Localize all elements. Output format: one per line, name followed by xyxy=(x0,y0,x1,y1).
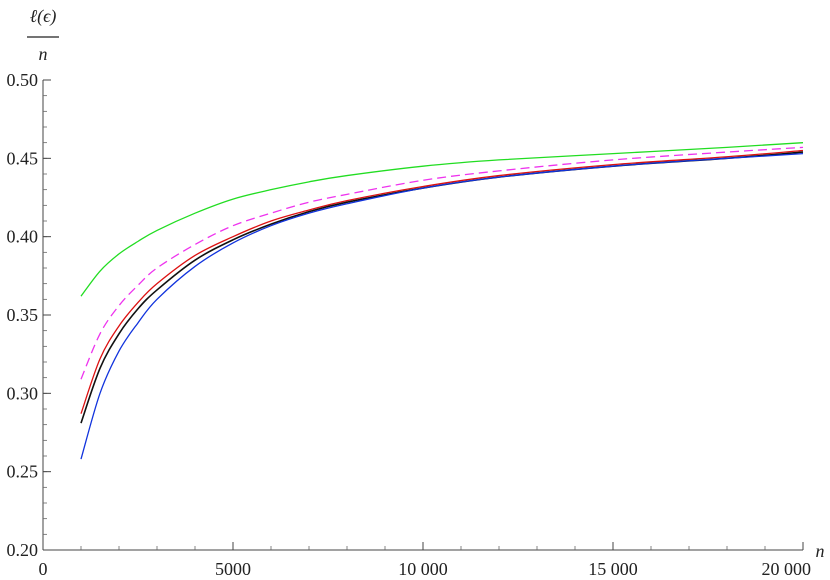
y-axis-label-denominator: n xyxy=(39,44,48,64)
labels-group: ℓ(ϵ) n n xyxy=(27,6,825,561)
x-tick-label: 0 xyxy=(39,559,48,579)
x-tick-label: 20 000 xyxy=(762,559,812,579)
series-line-3 xyxy=(80,149,804,414)
y-tick-label: 0.20 xyxy=(7,540,39,560)
series-group xyxy=(80,142,804,460)
y-tick-label: 0.25 xyxy=(7,462,39,482)
y-tick-label: 0.35 xyxy=(7,305,39,325)
y-axis-label-numerator: ℓ(ϵ) xyxy=(30,6,57,27)
x-tick-label: 5000 xyxy=(215,559,251,579)
x-tick-label: 10 000 xyxy=(398,559,448,579)
x-tick-label: 15 000 xyxy=(588,559,638,579)
series-line-2 xyxy=(80,146,804,380)
x-axis-label: n xyxy=(816,541,825,561)
y-tick-label: 0.45 xyxy=(7,148,39,168)
y-tick-label: 0.50 xyxy=(7,70,39,90)
y-tick-label: 0.30 xyxy=(7,383,39,403)
axes: 0.20 0.25 0.30 0.35 0.40 0.45 0.50 0 5000 10 000 1… xyxy=(7,70,812,579)
series-line-1 xyxy=(80,142,804,297)
series-line-4 xyxy=(80,151,804,424)
series-line-5 xyxy=(80,152,804,460)
y-tick-label: 0.40 xyxy=(7,227,39,247)
